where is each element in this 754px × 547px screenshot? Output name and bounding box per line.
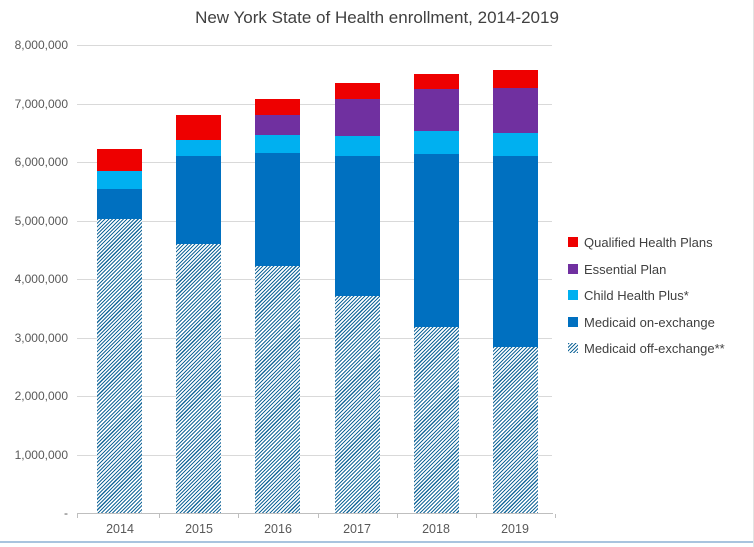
legend-item-medicaid-off-exchange: Medicaid off-exchange** xyxy=(568,338,725,358)
legend-label: Essential Plan xyxy=(584,261,667,277)
bar-2017-segment-essential-plan xyxy=(335,99,380,136)
x-axis-tick xyxy=(77,514,78,518)
y-tick-label: 1,000,000 xyxy=(14,448,68,462)
bar-2018-segment-essential-plan xyxy=(414,89,459,131)
x-tick-label-2016: 2016 xyxy=(264,522,292,536)
bar-2017-segment-child-health-plus xyxy=(335,136,380,156)
bar-2016-segment-medicaid-on-exchange xyxy=(255,153,300,266)
legend-item-essential-plan: Essential Plan xyxy=(568,259,666,279)
bar-2019-segment-qualified-health-plans xyxy=(493,70,538,88)
bar-2016-segment-qualified-health-plans xyxy=(255,99,300,115)
legend-label: Child Health Plus* xyxy=(584,287,689,303)
legend-item-child-health-plus: Child Health Plus* xyxy=(568,285,689,305)
x-tick-label-2017: 2017 xyxy=(343,522,371,536)
gridline xyxy=(77,221,552,222)
bar-2018-segment-qualified-health-plans xyxy=(414,74,459,89)
y-tick-label: - xyxy=(64,506,68,520)
gridline xyxy=(77,338,552,339)
bar-2018-segment-medicaid-on-exchange xyxy=(414,154,459,327)
bar-2014-segment-child-health-plus xyxy=(97,171,142,189)
chart-title: New York State of Health enrollment, 201… xyxy=(195,8,559,27)
x-axis-tick xyxy=(159,514,160,518)
x-tick-label-2015: 2015 xyxy=(185,522,213,536)
x-axis-tick xyxy=(397,514,398,518)
x-axis-tick xyxy=(238,514,239,518)
legend-swatch-essential-plan xyxy=(568,264,578,274)
y-tick-label: 2,000,000 xyxy=(14,389,68,403)
legend-label: Medicaid off-exchange** xyxy=(584,340,725,356)
y-tick-label: 6,000,000 xyxy=(14,155,68,169)
bar-2019 xyxy=(493,45,538,513)
x-tick-label-2019: 2019 xyxy=(501,522,529,536)
y-tick-label: 5,000,000 xyxy=(14,214,68,228)
legend-label: Qualified Health Plans xyxy=(584,234,713,250)
bar-2016 xyxy=(255,45,300,513)
bar-2017 xyxy=(335,45,380,513)
bar-2015 xyxy=(176,45,221,513)
x-tick-label-2014: 2014 xyxy=(106,522,134,536)
y-tick-label: 8,000,000 xyxy=(14,38,68,52)
y-tick-label: 4,000,000 xyxy=(14,272,68,286)
gridline xyxy=(77,104,552,105)
y-tick-label: 7,000,000 xyxy=(14,97,68,111)
bar-2014 xyxy=(97,45,142,513)
bar-2015-segment-medicaid-off-exchange xyxy=(176,244,221,513)
bar-2016-segment-medicaid-off-exchange xyxy=(255,266,300,513)
bottom-border-line xyxy=(0,541,753,543)
x-axis-tick xyxy=(555,514,556,518)
bar-2015-segment-child-health-plus xyxy=(176,140,221,156)
bar-2016-segment-essential-plan xyxy=(255,115,300,135)
legend-item-qualified-health-plans: Qualified Health Plans xyxy=(568,232,713,252)
legend-label: Medicaid on-exchange xyxy=(584,314,715,330)
x-tick-label-2018: 2018 xyxy=(422,522,450,536)
bar-2014-segment-qualified-health-plans xyxy=(97,149,142,171)
bar-2017-segment-medicaid-off-exchange xyxy=(335,296,380,513)
gridline xyxy=(77,45,552,46)
gridline xyxy=(77,396,552,397)
bar-2017-segment-medicaid-on-exchange xyxy=(335,156,380,296)
legend-swatch-medicaid-on-exchange xyxy=(568,317,578,327)
x-axis-tick xyxy=(318,514,319,518)
gridline xyxy=(77,162,552,163)
y-tick-label: 3,000,000 xyxy=(14,331,68,345)
bar-2015-segment-qualified-health-plans xyxy=(176,115,221,140)
legend-swatch-qualified-health-plans xyxy=(568,237,578,247)
bar-2019-segment-essential-plan xyxy=(493,88,538,133)
bar-2019-segment-child-health-plus xyxy=(493,133,538,156)
bar-2014-segment-medicaid-on-exchange xyxy=(97,189,142,219)
bar-2014-segment-medicaid-off-exchange xyxy=(97,219,142,513)
bar-2019-segment-medicaid-on-exchange xyxy=(493,156,538,347)
legend-swatch-medicaid-off-exchange xyxy=(568,343,578,353)
legend-item-medicaid-on-exchange: Medicaid on-exchange xyxy=(568,312,715,332)
bar-2016-segment-child-health-plus xyxy=(255,135,300,153)
x-axis-tick xyxy=(476,514,477,518)
bar-2019-segment-medicaid-off-exchange xyxy=(493,347,538,513)
gridline xyxy=(77,455,552,456)
plot-area xyxy=(77,45,552,513)
bar-2018 xyxy=(414,45,459,513)
x-axis-line xyxy=(77,513,553,514)
legend-swatch-child-health-plus xyxy=(568,290,578,300)
bar-2018-segment-child-health-plus xyxy=(414,131,459,154)
bar-2017-segment-qualified-health-plans xyxy=(335,83,380,99)
gridline xyxy=(77,279,552,280)
bar-2015-segment-medicaid-on-exchange xyxy=(176,156,221,244)
bar-2018-segment-medicaid-off-exchange xyxy=(414,327,459,513)
